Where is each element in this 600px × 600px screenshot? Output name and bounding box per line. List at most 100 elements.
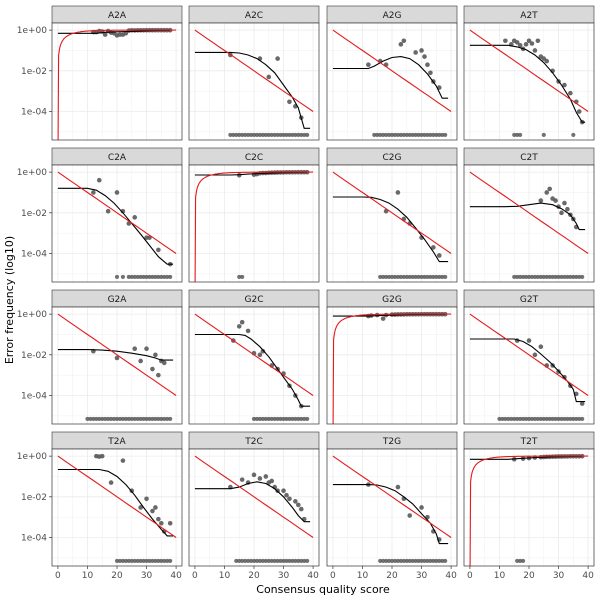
- zero-point: [395, 274, 401, 280]
- zero-point: [574, 416, 579, 422]
- x-tick-label: 30: [278, 571, 290, 581]
- data-point: [538, 344, 544, 350]
- zero-point: [381, 274, 386, 280]
- zero-point: [114, 274, 120, 280]
- zero-point: [266, 132, 271, 138]
- zero-point: [523, 274, 529, 280]
- data-point: [562, 200, 567, 206]
- zero-point: [123, 558, 128, 564]
- fit-line: [57, 349, 174, 361]
- nominal-line: [469, 29, 589, 112]
- panel-c2g: C2G: [326, 147, 458, 283]
- zero-point: [407, 558, 412, 564]
- data-point: [138, 358, 143, 364]
- zero-point: [296, 132, 301, 138]
- zero-point: [141, 558, 146, 564]
- zero-point: [440, 558, 445, 564]
- zero-point: [389, 274, 395, 280]
- zero-point: [231, 132, 236, 138]
- zero-point: [574, 274, 579, 280]
- zero-point: [245, 558, 251, 564]
- data-point: [108, 480, 114, 485]
- zero-point: [556, 416, 561, 422]
- zero-point: [506, 416, 511, 422]
- data-point: [269, 478, 275, 484]
- zero-point: [553, 416, 558, 422]
- plot-layer: [469, 453, 589, 566]
- zero-point: [162, 274, 167, 280]
- data-point: [559, 210, 564, 216]
- plot-layer: [57, 453, 177, 564]
- zero-point: [120, 416, 126, 422]
- zero-point: [162, 416, 167, 422]
- zero-point: [389, 558, 395, 564]
- zero-point: [141, 416, 146, 422]
- grid: [189, 307, 319, 424]
- zero-point: [410, 132, 415, 138]
- zero-point: [299, 132, 304, 138]
- nominal-line: [469, 313, 589, 396]
- zero-point: [422, 274, 427, 280]
- zero-point: [562, 416, 567, 422]
- zero-point: [386, 274, 392, 280]
- strip-label: A2G: [383, 11, 402, 21]
- grid: [52, 23, 182, 140]
- panel-border: [51, 164, 183, 283]
- grid: [464, 307, 594, 424]
- zero-point: [251, 132, 257, 138]
- strip-label: C2A: [108, 153, 127, 163]
- zero-point: [392, 558, 398, 564]
- zero-point: [512, 132, 517, 138]
- data-point: [287, 496, 292, 502]
- zero-point: [529, 416, 535, 422]
- data-point: [156, 247, 161, 253]
- zero-point: [568, 416, 573, 422]
- panel-c2a: C2A 1e+00 1e-02 1e-04: [17, 147, 183, 283]
- x-tick-label: 0: [330, 571, 336, 581]
- zero-point: [299, 416, 304, 422]
- x-tick-label: 20: [386, 571, 398, 581]
- zero-point: [305, 416, 310, 422]
- nominal-line: [332, 313, 452, 424]
- zero-point: [378, 558, 383, 564]
- zero-point: [425, 132, 430, 138]
- zero-point: [237, 558, 242, 564]
- data-point: [266, 74, 272, 80]
- panel-border: [463, 306, 595, 425]
- data-point: [544, 190, 550, 195]
- zero-point: [272, 558, 277, 564]
- zero-point: [144, 416, 149, 422]
- zero-point: [263, 416, 268, 422]
- zero-point: [512, 416, 517, 422]
- zero-point: [386, 558, 392, 564]
- zero-point: [580, 274, 585, 280]
- data-point: [296, 502, 301, 508]
- strip-label: G2C: [245, 295, 264, 305]
- plot-layer: [57, 27, 177, 140]
- zero-point: [257, 558, 263, 564]
- zero-point: [553, 274, 558, 280]
- data-point: [263, 474, 269, 479]
- zero-point: [571, 132, 576, 138]
- data-point: [91, 190, 96, 195]
- zero-point: [434, 274, 439, 280]
- zero-point: [434, 558, 439, 564]
- zero-point: [159, 558, 164, 564]
- data-point: [144, 496, 149, 502]
- zero-point: [126, 416, 131, 422]
- zero-point: [440, 132, 445, 138]
- y-tick-label: 1e+00: [17, 310, 48, 320]
- zero-point: [129, 558, 134, 564]
- zero-point: [422, 132, 427, 138]
- zero-point: [165, 274, 170, 280]
- zero-point: [515, 558, 520, 564]
- zero-point: [296, 416, 301, 422]
- zero-point: [251, 416, 257, 422]
- zero-point: [228, 132, 233, 138]
- zero-point: [162, 558, 167, 564]
- zero-point: [419, 274, 424, 280]
- zero-point: [287, 416, 292, 422]
- zero-point: [144, 274, 149, 280]
- panel-t2a: T2A 0 10 20 30 40 1e+00 1e-02 1e-04: [17, 431, 183, 581]
- x-tick-label: 30: [416, 571, 428, 581]
